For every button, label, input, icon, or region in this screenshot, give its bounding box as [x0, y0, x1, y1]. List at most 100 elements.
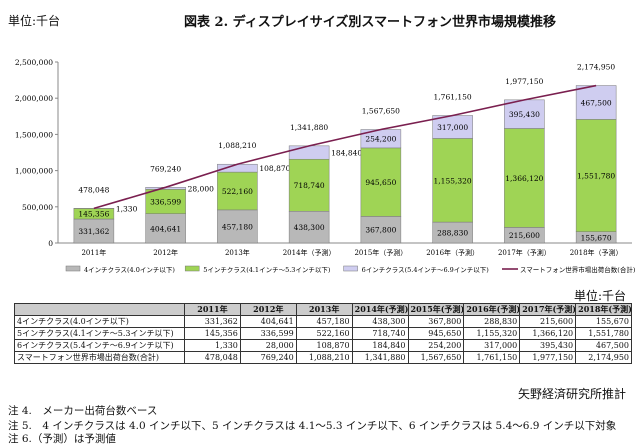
bar-segment — [145, 189, 186, 214]
table-cell: 457,180 — [295, 315, 353, 328]
source-label: 矢野経済研究所推計 — [517, 387, 626, 401]
table-cell: 395,430 — [519, 339, 577, 352]
column-header: 2018年(予測) — [575, 303, 632, 316]
table-cell: 1,761,150 — [463, 351, 521, 364]
row-label: 6インチクラス(5.4インチ～6.9インチ以下) — [14, 339, 185, 352]
table-cell: 317,000 — [463, 339, 521, 352]
table-cell: 28,000 — [239, 339, 297, 352]
data-label: 108,870 — [259, 164, 290, 173]
table-cell: 288,830 — [463, 315, 521, 328]
total-line — [93, 84, 597, 210]
bar-segment — [288, 158, 330, 212]
table-cell: 254,200 — [407, 339, 465, 352]
row-label: スマートフォン世界市場出荷台数(合計) — [14, 351, 185, 364]
table-cell: 2,174,950 — [575, 351, 632, 364]
data-label: 184,840 — [331, 149, 362, 158]
bar-segment — [432, 138, 473, 223]
legend-swatch — [343, 265, 358, 272]
table-cell: 145,356 — [184, 327, 241, 340]
note-6: 注 6.（予測）は予測値 — [8, 433, 116, 445]
y-tick-label: 1,000,000 — [15, 167, 53, 176]
column-header — [14, 303, 185, 316]
note-4: 注 4. メーカー出荷台数ベース — [8, 405, 158, 417]
bar-segment — [217, 171, 258, 211]
bar-segment — [145, 213, 186, 244]
table-cell: 108,870 — [295, 339, 353, 352]
data-label: 945,650 — [365, 178, 396, 187]
table-cell: 718,740 — [351, 327, 409, 340]
table-unit-label: 単位:千台 — [573, 289, 626, 303]
table-cell: 1,551,780 — [575, 327, 632, 340]
column-header: 2017年(予測) — [519, 303, 577, 316]
data-label: 336,599 — [150, 198, 181, 207]
data-label: 718,740 — [294, 181, 325, 190]
data-label: 1,330 — [116, 204, 138, 213]
total-label: 478,048 — [78, 185, 109, 194]
column-header: 2012年 — [239, 303, 297, 316]
bar-segment — [288, 211, 330, 244]
x-tick-label: 2013年 — [225, 248, 250, 257]
chart-title: 図表 2. ディスプレイサイズ別スマートフォン世界市場規模推移 — [184, 15, 556, 30]
table-cell: 1,088,210 — [295, 351, 353, 364]
data-label: 254,200 — [365, 135, 396, 144]
legend-swatch — [65, 265, 81, 272]
table-row: 5インチクラス(4.1インチ～5.3インチ以下) 145,356 336,599 52… — [14, 327, 632, 340]
x-tick-label: 2018年（予測） — [570, 248, 623, 257]
table-row: 6インチクラス(5.4インチ～6.9インチ以下) 1,330 28,000 108,8… — [14, 339, 632, 352]
column-header: 2011年 — [184, 303, 241, 316]
total-label: 1,761,150 — [434, 92, 472, 101]
bar-segment — [288, 145, 330, 160]
total-label: 769,240 — [150, 164, 181, 173]
bar-segment — [575, 119, 617, 232]
bar-segment — [217, 209, 258, 244]
data-label: 28,000 — [188, 184, 214, 193]
column-header: 2014年(予測) — [351, 303, 409, 316]
data-label: 317,000 — [437, 123, 468, 132]
legend-label: スマートフォン世界市場出荷台数(合計) — [520, 265, 636, 274]
table-cell: 215,600 — [519, 315, 577, 328]
data-label: 1,155,320 — [434, 176, 472, 185]
bar-segment — [504, 128, 545, 228]
legend-label: 6インチクラス(5.4インチ～6.9インチ以下) — [362, 266, 490, 274]
unit-label: 単位:千台 — [8, 14, 61, 28]
table-cell: 438,300 — [351, 315, 409, 328]
row-label: 5インチクラス(4.1インチ～5.3インチ以下) — [14, 327, 185, 340]
bar-segment — [575, 85, 617, 120]
x-tick-label: 2014年（予測） — [283, 248, 336, 257]
data-label: 457,180 — [222, 222, 253, 231]
x-tick-label: 2016年（予測） — [426, 248, 479, 257]
x-tick-label: 2011年 — [81, 248, 106, 257]
table-cell: 945,650 — [407, 327, 465, 340]
note-5: 注 5. 4 インチクラスは 4.0 インチ以下、5 インチクラスは 4.1～5… — [8, 420, 617, 432]
data-label: 215,600 — [509, 231, 540, 240]
bar-segment — [360, 147, 402, 217]
table-cell: 1,567,650 — [407, 351, 465, 364]
total-label: 1,341,880 — [290, 123, 328, 132]
table-cell: 478,048 — [184, 351, 241, 364]
total-label: 2,174,950 — [577, 63, 615, 72]
total-label: 1,567,650 — [362, 107, 400, 116]
data-label: 438,300 — [294, 223, 325, 232]
data-table: 2011年 2012年 2013年 2014年(予測) 2015年(予測) 2016年(予… — [14, 303, 632, 364]
data-label: 288,830 — [437, 229, 468, 238]
y-tick-label: 2,500,000 — [15, 58, 53, 67]
total-label: 1,977,150 — [505, 77, 543, 86]
column-header: 2016年(予測) — [463, 303, 521, 316]
data-label: 155,670 — [581, 233, 612, 242]
table-cell: 1,366,120 — [519, 327, 577, 340]
total-label: 1,088,210 — [218, 141, 256, 150]
legend-label: 4インチクラス(4.0インチ以下) — [84, 266, 175, 274]
data-label: 522,160 — [222, 187, 253, 196]
table-cell: 367,800 — [407, 315, 465, 328]
stacked-bar-chart: 0 500,000 1,000,000 1,500,000 2,000,000 2,500… — [15, 58, 636, 274]
column-header: 2015年(予測) — [407, 303, 465, 316]
table-cell: 522,160 — [295, 327, 353, 340]
table-cell: 769,240 — [239, 351, 297, 364]
y-tick-label: 0 — [48, 239, 53, 248]
y-tick-label: 500,000 — [22, 203, 53, 212]
data-label: 467,500 — [581, 98, 612, 107]
table-cell: 1,977,150 — [519, 351, 577, 364]
y-tick-label: 2,000,000 — [15, 94, 53, 103]
table-cell: 336,599 — [239, 327, 297, 340]
data-label: 404,641 — [150, 224, 181, 233]
